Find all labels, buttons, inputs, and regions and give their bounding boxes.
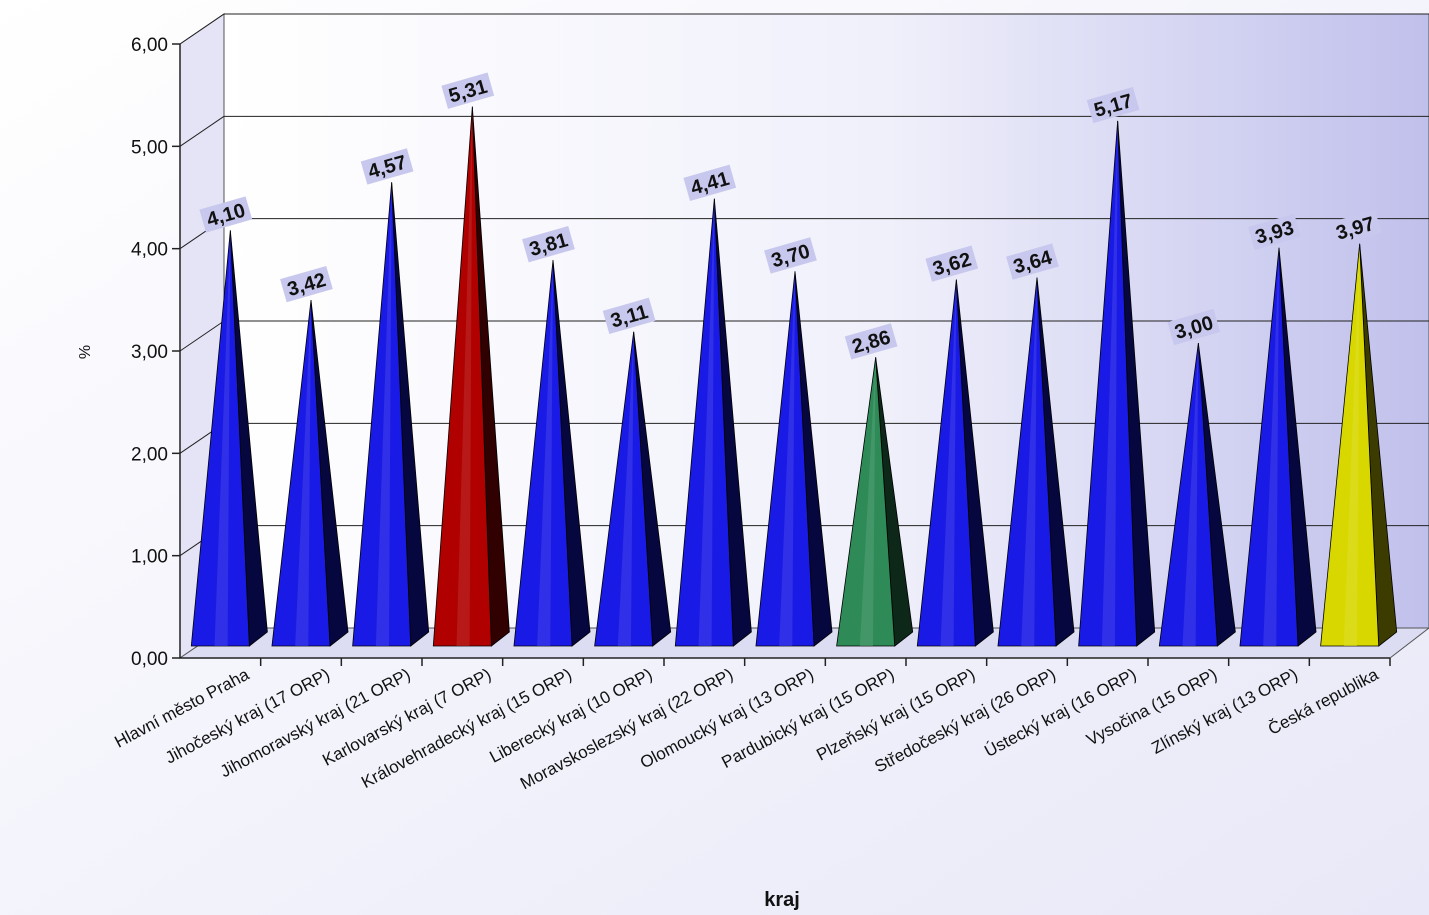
bars	[190, 106, 1398, 647]
y-tick-label: 0,00	[131, 649, 168, 670]
data-label-box	[1006, 243, 1059, 280]
y-axis: 0,00 1,00 2,00 3,00 4,00 5,00 6,00	[131, 35, 1390, 670]
data-label-box	[683, 164, 737, 201]
bar-highlight	[1182, 343, 1199, 646]
data-label-box	[360, 148, 414, 185]
bar	[1320, 243, 1398, 647]
y-tick-label: 5,00	[131, 137, 168, 158]
bar-highlight	[859, 357, 876, 646]
data-label-box	[522, 226, 575, 263]
bar-highlight	[1101, 120, 1118, 647]
data-label-box	[925, 245, 979, 282]
data-label-box	[441, 72, 495, 109]
data-label-box	[199, 196, 253, 233]
bar-highlight	[537, 260, 553, 646]
bar	[1078, 120, 1156, 647]
bar-highlight	[295, 300, 311, 646]
bar	[674, 198, 752, 647]
bar-highlight	[214, 230, 231, 646]
x-axis-title: kraj	[764, 889, 800, 911]
bar	[1239, 247, 1317, 647]
data-label-box	[1167, 308, 1221, 346]
data-label-box	[844, 323, 898, 360]
bar-highlight	[698, 198, 715, 646]
y-tick-label: 4,00	[131, 240, 168, 261]
data-label-box	[764, 237, 817, 274]
bar	[997, 277, 1075, 647]
bar-highlight	[1021, 277, 1037, 646]
gridline-side	[179, 13, 225, 45]
bar-highlight	[456, 106, 473, 647]
bar	[1158, 342, 1236, 647]
bar-highlight	[940, 279, 957, 646]
bar-highlight	[375, 182, 392, 646]
data-label-box	[1248, 213, 1301, 251]
y-axis-title: %	[77, 345, 94, 359]
data-label-box	[1328, 209, 1382, 246]
bar	[755, 271, 833, 647]
bar	[836, 357, 914, 647]
data-label-box	[280, 265, 333, 303]
bar	[916, 279, 994, 647]
bar-highlight	[617, 331, 634, 646]
bar	[271, 299, 349, 647]
bar-highlight	[1343, 243, 1360, 646]
bar	[190, 230, 268, 647]
bar-highlight	[779, 271, 795, 646]
bar-highlight	[1263, 247, 1279, 646]
bar	[432, 106, 510, 647]
y-tick-label: 6,00	[131, 35, 168, 56]
gridline-side	[179, 115, 225, 147]
data-label-box	[1086, 86, 1140, 124]
gridline-side	[179, 320, 225, 352]
y-tick-label: 2,00	[131, 444, 168, 465]
data-label: 3,64	[1006, 243, 1059, 280]
bar	[352, 182, 430, 647]
y-tick-label: 1,00	[131, 547, 168, 568]
bar	[594, 331, 672, 647]
bar	[513, 260, 591, 647]
y-tick-label: 3,00	[131, 342, 168, 363]
data-label-box	[602, 297, 656, 334]
